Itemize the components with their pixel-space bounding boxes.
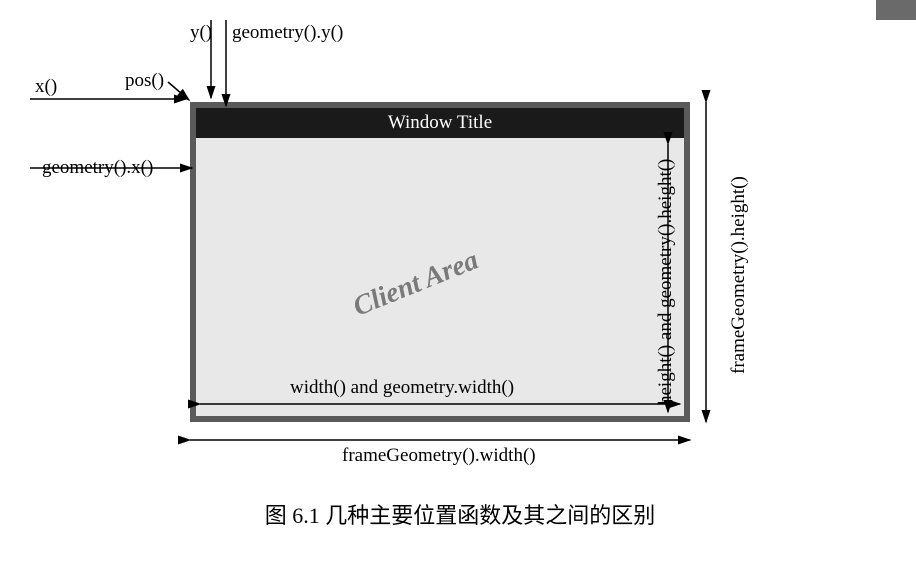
figure-caption: 图 6.1 几种主要位置函数及其之间的区别: [210, 498, 710, 530]
label-pos: pos(): [125, 70, 164, 92]
title-bar: Window Title: [196, 108, 684, 138]
corner-block: [876, 0, 916, 20]
label-geom-y: geometry().y(): [232, 22, 343, 44]
label-frame-width: frameGeometry().width(): [342, 445, 536, 467]
label-width: width() and geometry.width(): [290, 377, 514, 399]
label-x: x(): [35, 76, 57, 98]
label-y: y(): [190, 22, 212, 44]
label-frame-height: frameGeometry().height(): [728, 176, 750, 374]
diagram-container: x() pos() y() geometry().y() geometry().…: [0, 0, 916, 565]
label-height: height() and geometry().height(): [655, 159, 677, 405]
label-geom-x: geometry().x(): [42, 157, 153, 179]
